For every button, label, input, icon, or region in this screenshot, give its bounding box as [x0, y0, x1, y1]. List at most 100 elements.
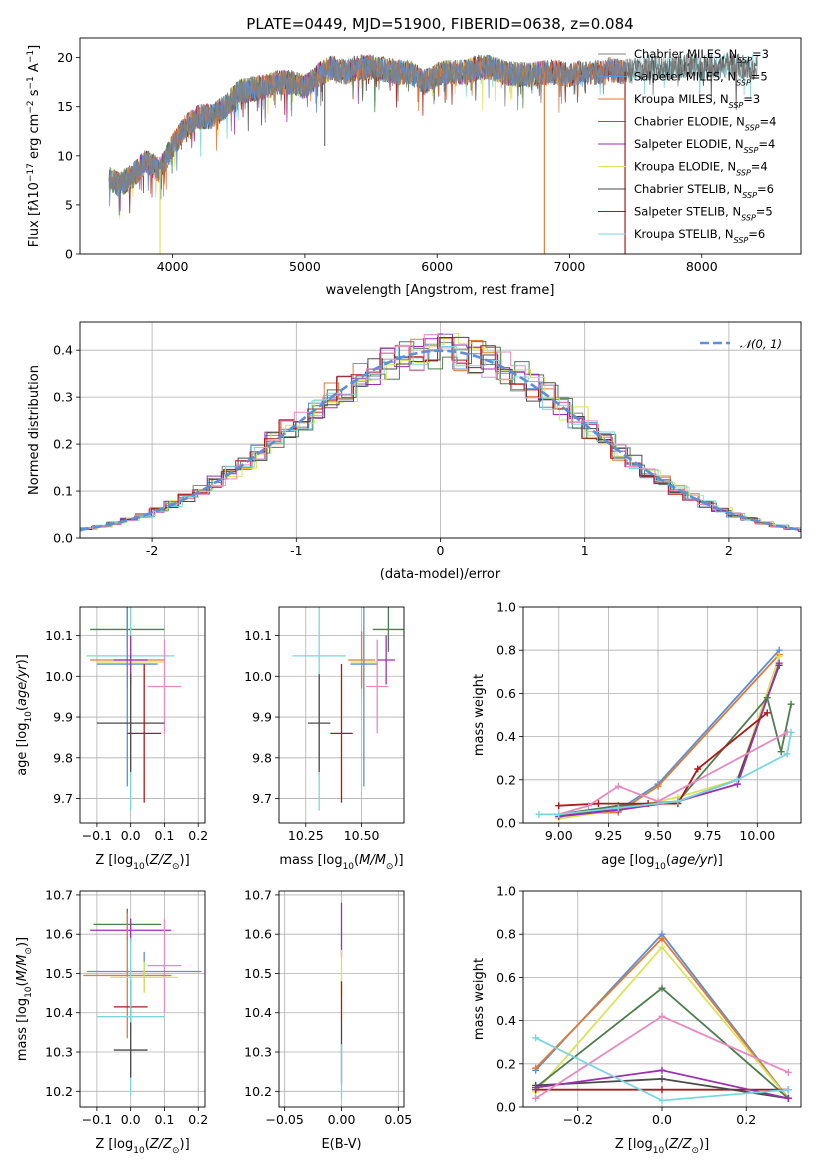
label-part: ( [666, 853, 671, 868]
label-part: )] [180, 1137, 190, 1152]
label-part: Chabrier ELODIE, N [634, 115, 745, 129]
y-axis-label: mass weight [472, 674, 487, 756]
label-part: Kroupa ELODIE, N [634, 160, 736, 174]
y-tick-label: 10.6 [244, 927, 272, 942]
legend-label: Kroupa STELIB, NSSP=6 [634, 227, 765, 245]
label-part: M/M [15, 955, 30, 982]
label-part: age/yr [671, 853, 714, 868]
y-axis-label: age [log10(age/yr)] [15, 654, 34, 776]
label-part: −1 [26, 50, 36, 63]
weight-marker [674, 797, 682, 805]
label-part: A [27, 63, 42, 76]
label-part: 10 [133, 1146, 145, 1156]
label-part: age [log [15, 723, 30, 776]
label-part: SSP [744, 146, 759, 155]
y-tick-label: 9.8 [252, 750, 272, 765]
x-tick-label: -1 [290, 543, 302, 558]
weight-marker [532, 1064, 540, 1072]
weight-marker [783, 750, 791, 758]
x-tick-label: 0.05 [384, 1112, 412, 1127]
y-tick-label: 0.0 [496, 816, 516, 831]
label-part: E(B-V) [321, 1137, 361, 1152]
plot-area [535, 646, 795, 823]
spectrum-line [108, 51, 758, 197]
label-part: ( [145, 853, 150, 868]
weight-marker [784, 1094, 792, 1102]
x-tick-label: 10.00 [739, 828, 775, 843]
y-tick-label: 9.7 [53, 791, 73, 806]
y-tick-label: 9.7 [252, 791, 272, 806]
weight-marker [614, 782, 622, 790]
x-tick-label: 5000 [289, 259, 321, 274]
x-tick-label: 9.25 [594, 828, 622, 843]
axes-frame [79, 321, 802, 539]
legend-label: Chabrier MILES, NSSP=3 [634, 47, 769, 65]
y-tick-label: 1.0 [496, 884, 516, 899]
normal-curve [80, 349, 801, 532]
weight-marker [658, 984, 666, 992]
label-part: ⊙ [386, 862, 394, 872]
weight-marker [594, 800, 602, 808]
label-part: )] [699, 1137, 709, 1152]
panel-weight-vs-age: 9.00 9.25 9.50 9.75 10.00 0.0 0.2 0.4 0.6 0.8 1.0 a… [472, 600, 802, 872]
y-axis-label: mass weight [472, 958, 487, 1040]
x-tick-label: 0.1 [155, 1112, 175, 1127]
label-part: Z/Z [668, 1137, 692, 1152]
axes-frame [79, 37, 802, 255]
label-part: SSP [737, 56, 752, 65]
x-tick-label: 0.1 [155, 828, 175, 843]
label-part: mass [log [15, 998, 30, 1061]
panel-age-vs-mass: 10.25 10.50 9.7 9.8 9.9 10.0 10.1 mass [log10(M… [244, 606, 405, 872]
label-part: SSP [736, 168, 751, 177]
x-tick-label: 0.0 [652, 1112, 672, 1127]
x-tick-label: −0.05 [266, 1112, 304, 1127]
panel-mass-vs-EBV: −0.05 0.00 0.05 10.2 10.3 10.4 10.5 10.6 10.7 E(B… [244, 887, 412, 1152]
x-tick-label: 1 [581, 543, 589, 558]
weight-marker [787, 728, 795, 736]
weight-marker [555, 810, 563, 818]
x-tick-label: −0.2 [563, 1112, 593, 1127]
x-tick-label: 2 [725, 543, 733, 558]
y-tick-label: 10.4 [45, 1005, 73, 1020]
plot-area [292, 607, 404, 811]
axes-frame [522, 606, 802, 824]
y-tick-label: 1.0 [496, 600, 516, 615]
label-part: Z/Z [149, 1137, 173, 1152]
y-tick-label: 9.9 [252, 710, 272, 725]
errorbar-point [308, 674, 331, 773]
errorbar-point [372, 607, 404, 652]
x-axis-label: wavelength [Angstrom, rest frame] [326, 283, 555, 298]
weight-marker [763, 709, 771, 717]
label-part: )] [15, 937, 30, 947]
x-axis-label: E(B-V) [321, 1137, 361, 1152]
label-part: Z [log [95, 853, 133, 868]
label-part: )] [15, 654, 30, 664]
axes: −0.1 0.0 0.1 0.29.79.89.910.010.1Z [log10(Z… [15, 606, 208, 872]
plot-area [532, 930, 792, 1105]
y-tick-label: 0.6 [496, 686, 516, 701]
label-part: =5 [756, 205, 773, 219]
label-part: =3 [743, 92, 760, 106]
plot-area [108, 51, 758, 254]
weight-marker [777, 748, 785, 756]
axes-frame [79, 606, 206, 824]
label-part: Salpeter MILES, N [634, 70, 736, 84]
y-tick-label: 10.5 [244, 966, 272, 981]
histogram-step [80, 333, 801, 531]
legend-label: Salpeter MILES, NSSP=5 [634, 70, 768, 88]
y-tick-label: 10.6 [45, 927, 73, 942]
legend-label: 𝒩(0, 1) [740, 337, 782, 351]
label-part: 10 [24, 711, 34, 723]
label-part: Z [log [95, 1137, 133, 1152]
x-axis-label: Z [log10(Z/Z⊙)] [615, 1137, 709, 1156]
errorbar-point [96, 674, 165, 773]
x-tick-label: 0.2 [188, 828, 208, 843]
x-tick-label: 9.75 [694, 828, 722, 843]
label-part: Kroupa STELIB, N [634, 227, 734, 241]
y-tick-label: 0.2 [496, 772, 516, 787]
weight-marker [658, 943, 666, 951]
label-part: Salpeter STELIB, N [634, 205, 741, 219]
y-axis-label: Normed distribution [27, 365, 42, 495]
